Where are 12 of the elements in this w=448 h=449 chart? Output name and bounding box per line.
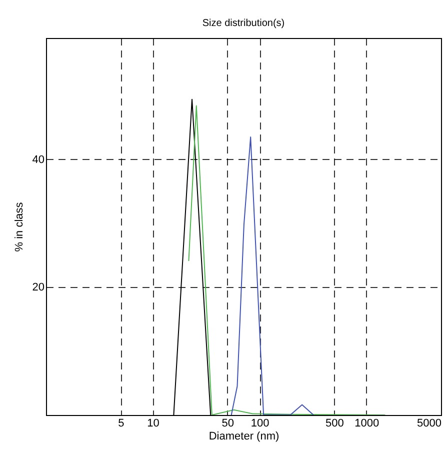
y-tick-label: 40	[32, 154, 44, 166]
y-axis-title: % in class	[13, 202, 26, 252]
x-tick-label: 500	[326, 418, 344, 430]
x-axis-title: Diameter (nm)	[208, 430, 280, 442]
x-tick-label: 5000	[417, 418, 442, 430]
chart-title: Size distribution(s)	[202, 18, 285, 29]
x-tick-label: 50	[222, 418, 234, 430]
x-tick-label: 10	[147, 418, 160, 430]
y-tick-label: 20	[32, 282, 44, 294]
x-tick-label: 100	[250, 418, 270, 430]
x-tick-label: 5	[118, 418, 124, 430]
x-tick-label: 1000	[354, 418, 380, 430]
